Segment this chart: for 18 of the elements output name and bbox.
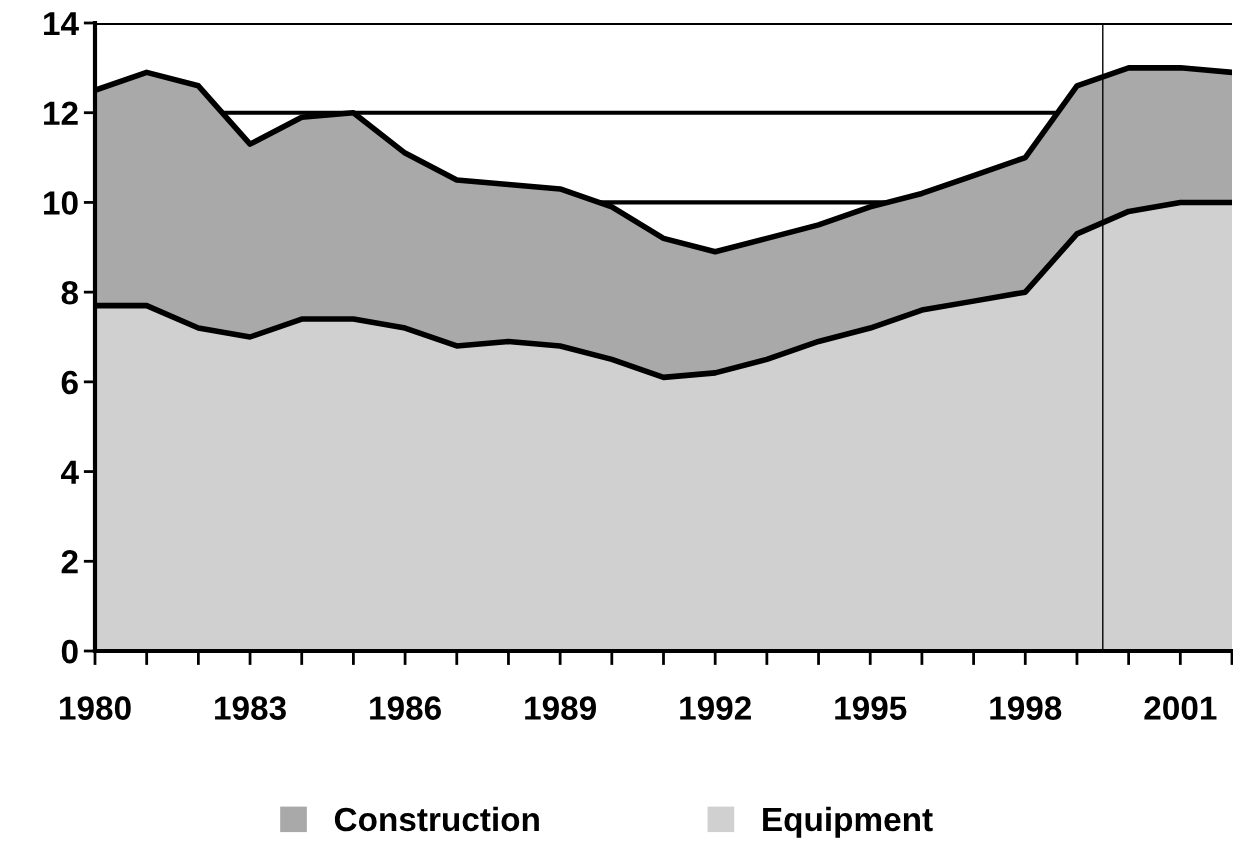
y-tick-label: 14 — [44, 12, 79, 36]
y-tick-label: 10 — [44, 191, 78, 215]
legend-label: Construction — [334, 806, 539, 832]
x-tick-label: 1980 — [60, 696, 131, 720]
x-tick-label: 1986 — [370, 696, 441, 720]
x-tick-label: 1998 — [990, 696, 1062, 720]
x-tick-label: 1983 — [215, 696, 286, 720]
x-tick-label: 1989 — [525, 696, 596, 720]
y-tick-label: 6 — [61, 370, 78, 395]
x-tick-label: 1995 — [835, 696, 907, 720]
y-tick-label: 0 — [61, 639, 78, 664]
y-tick-label: 2 — [61, 550, 78, 574]
x-tick-label: 2001 — [1144, 696, 1217, 720]
legend-label: Equipment — [763, 806, 933, 838]
y-tick-label: 12 — [44, 101, 78, 125]
y-tick-label: 4 — [61, 460, 79, 484]
x-tick-label: 1992 — [680, 696, 751, 720]
y-tick-label: 8 — [61, 280, 79, 305]
